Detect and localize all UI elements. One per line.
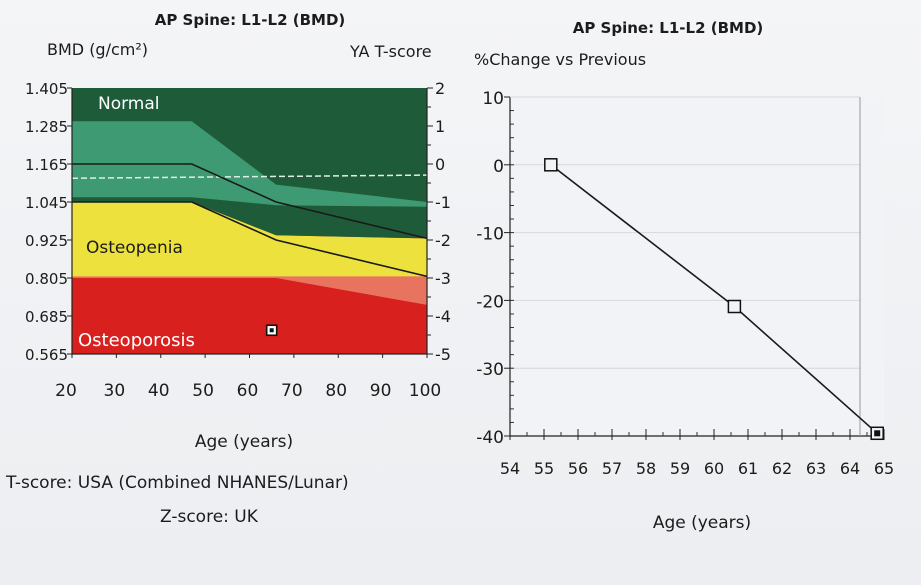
right-x-axis-label: Age (years) (653, 513, 751, 533)
left-x-axis-label: Age (years) (195, 432, 293, 452)
percent-change-tick-label: 10 (482, 89, 504, 109)
t-score-tick-label: 2 (435, 79, 445, 98)
age-tick-label: 70 (281, 381, 303, 401)
osteopenia-zone (72, 202, 427, 277)
right-age-tick-label: 65 (874, 459, 894, 478)
bmd-point-center (269, 328, 274, 333)
bmd-tick-label: 0.925 (25, 232, 68, 250)
right-age-tick-label: 56 (568, 459, 588, 478)
t-score-0-reference-line (72, 163, 428, 240)
right-chart-title: AP Spine: L1-L2 (BMD) (573, 19, 764, 37)
right-age-tick-label: 54 (500, 459, 520, 478)
age-tick-label: 50 (192, 381, 214, 401)
young-adult-mean-line (71, 174, 428, 179)
percent-change-tick-label: -20 (476, 292, 504, 312)
t-score-tick-label: -3 (435, 269, 451, 288)
right-age-tick-label: 63 (806, 459, 826, 478)
t-score-tick-label: -1 (435, 193, 451, 212)
right-age-tick-label: 55 (534, 459, 554, 478)
bmd-data-point (265, 324, 278, 337)
bmd-tick-label: 1.165 (25, 156, 68, 174)
t-score-minus1-reference-line (72, 201, 428, 278)
age-tick-label: 100 (409, 381, 441, 401)
percent-change-point (727, 299, 742, 314)
bmd-tick-label: 0.685 (25, 308, 68, 326)
right-age-tick-label: 61 (738, 459, 758, 478)
percent-change-point (544, 158, 558, 172)
right-age-tick-label: 58 (636, 459, 656, 478)
right-plot-area: 10 0 -10 -20 -30 -40 54 55 56 57 58 59 60 61 62 63 64 65 (476, 89, 894, 478)
bmd-tick-label: 0.565 (25, 346, 68, 364)
bmd-tick-label: 1.285 (25, 118, 68, 136)
percent-change-tick-label: 0 (493, 157, 504, 177)
percent-change-point (870, 426, 884, 441)
age-tick-label: 60 (237, 381, 259, 401)
percent-change-tick-label: -40 (476, 428, 504, 448)
current-point-center (874, 430, 881, 437)
age-tick-label: 80 (325, 381, 347, 401)
bmd-tick-label: 0.805 (25, 270, 68, 288)
right-age-tick-label: 59 (670, 459, 690, 478)
percent-change-tick-label: -10 (476, 225, 504, 245)
age-tick-label: 20 (55, 381, 77, 401)
t-score-tick-label: -2 (435, 231, 451, 250)
age-tick-label: 40 (148, 381, 170, 401)
osteoporosis-zone-label: Osteoporosis (78, 330, 195, 351)
right-y-axis-label: %Change vs Previous (474, 50, 646, 69)
right-plot-background (510, 97, 884, 436)
normal-zone-label: Normal (98, 94, 160, 114)
left-chart-title: AP Spine: L1-L2 (BMD) (155, 11, 346, 29)
patient-bmd-point (265, 324, 278, 337)
age-tick-label: 30 (104, 381, 126, 401)
z-score-reference-note: Z-score: UK (160, 507, 259, 527)
right-age-tick-label: 64 (840, 459, 860, 478)
right-age-tick-label: 62 (772, 459, 792, 478)
t-score-tick-label: -5 (435, 345, 451, 364)
age-tick-label: 90 (370, 381, 392, 401)
right-age-tick-label: 57 (602, 459, 622, 478)
right-age-tick-label: 60 (704, 459, 724, 478)
t-score-tick-label: 1 (435, 117, 445, 136)
normal-reference-band (72, 121, 427, 207)
percent-change-marker (544, 158, 558, 172)
t-score-reference-note: T-score: USA (Combined NHANES/Lunar) (5, 473, 349, 493)
t-score-tick-label: -4 (435, 307, 451, 326)
left-y-axis-label: BMD (g/cm²) (47, 40, 148, 59)
t-score-tick-label: 0 (435, 155, 445, 174)
percent-change-tick-label: -30 (476, 360, 504, 380)
left-chart-axes: 1.405 1.285 1.165 1.045 0.925 0.805 0.685 0.565… (25, 79, 451, 401)
bmd-tick-label: 1.045 (25, 194, 68, 212)
left-right-axis-label: YA T-score (349, 42, 432, 61)
left-plot-area: Normal Osteopenia Osteoporosis (71, 88, 428, 354)
osteopenia-zone-label: Osteopenia (86, 238, 183, 258)
bmd-tick-label: 1.405 (25, 80, 68, 98)
percent-change-marker (727, 299, 742, 314)
